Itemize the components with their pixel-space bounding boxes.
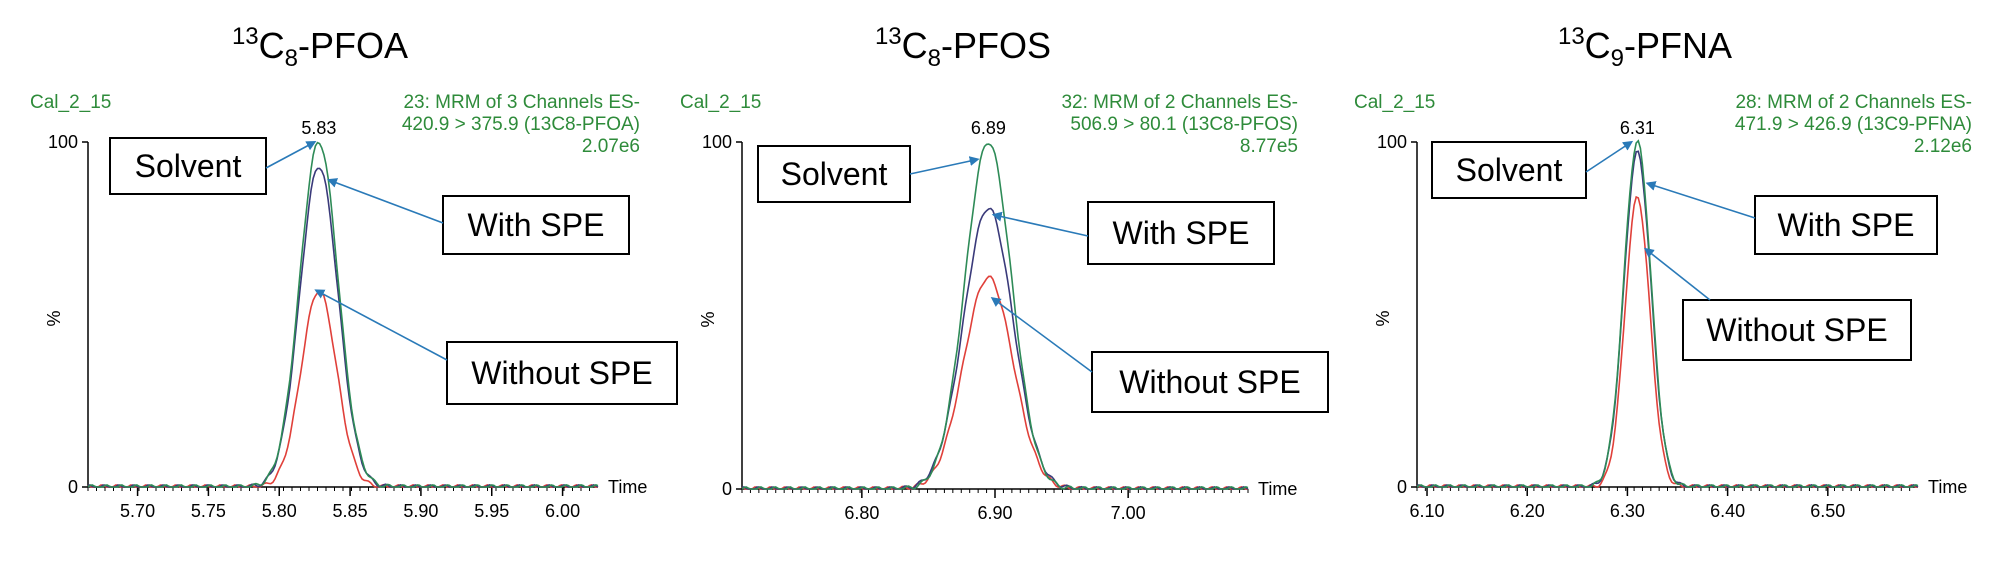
title-index: 8	[285, 45, 298, 72]
series-line-solvent	[1416, 139, 1919, 488]
callout-label: Without SPE	[471, 355, 652, 391]
x-tick-label: 5.70	[120, 501, 155, 521]
callout-solvent: Solvent	[757, 145, 980, 203]
y-axis-label: %	[1373, 310, 1393, 326]
callout-arrow	[909, 156, 980, 175]
callout-box	[1682, 299, 1912, 361]
callout-box	[1431, 141, 1587, 199]
callout-with-spe: With SPE	[1645, 181, 1938, 255]
callout-label: With SPE	[468, 207, 605, 243]
sample-label: Cal_2_15	[680, 92, 761, 113]
y-tick-label: 0	[68, 477, 78, 497]
title-compound: -PFOS	[941, 25, 1051, 66]
callout-box	[1091, 351, 1329, 413]
channel-info-line: 28: MRM of 2 Channels ES-	[1735, 92, 1972, 113]
callout-label: Solvent	[1456, 152, 1563, 188]
x-tick-label: 6.00	[545, 501, 580, 521]
x-axis-label: Time	[1258, 479, 1297, 499]
callout-box	[442, 195, 630, 255]
series-line-solvent	[741, 143, 1249, 490]
x-tick-label: 6.50	[1810, 501, 1845, 521]
callout-box	[446, 341, 678, 405]
title-index: 9	[1611, 45, 1624, 72]
channel-info-line: 506.9 > 80.1 (13C8-PFOS)	[1070, 114, 1298, 135]
callout-with-spe: With SPE	[991, 201, 1275, 265]
callout-arrow	[326, 178, 444, 224]
x-tick-label: 6.90	[977, 503, 1012, 523]
chart-panel: 13C8-PFOS Cal_2_15 32: MRM of 2 Channels E…	[680, 23, 1329, 523]
callout-without-spe: Without SPE	[314, 289, 678, 405]
channel-info-line: 23: MRM of 3 Channels ES-	[403, 92, 640, 113]
title-index: 8	[928, 45, 941, 72]
callout-arrow	[1643, 247, 1711, 301]
callout-label: Without SPE	[1706, 312, 1887, 348]
title-symbol: C	[259, 25, 285, 66]
callout-box	[109, 137, 267, 195]
chart-title: 13C9-PFNA	[1558, 23, 1732, 72]
x-tick-label: 5.95	[474, 501, 509, 521]
chart-panel: 13C9-PFNA Cal_2_15 28: MRM of 2 Channels E…	[1354, 23, 1972, 521]
callout-arrow	[990, 296, 1093, 373]
chart-title: 13C8-PFOS	[875, 23, 1051, 72]
x-tick-label: 5.75	[191, 501, 226, 521]
x-tick-label: 6.10	[1409, 501, 1444, 521]
channel-info-line: 8.77e5	[1240, 136, 1298, 157]
callout-box	[1754, 195, 1938, 255]
peak-time-label: 5.83	[301, 118, 336, 138]
y-tick-label: 0	[1397, 477, 1407, 497]
x-tick-label: 6.30	[1610, 501, 1645, 521]
title-symbol: C	[902, 25, 928, 66]
callout-arrow	[991, 211, 1089, 237]
y-axis-label: %	[698, 311, 718, 327]
x-tick-label: 5.80	[262, 501, 297, 521]
callout-arrow	[1645, 181, 1756, 219]
callout-label: Solvent	[781, 156, 888, 192]
channel-info-line: 2.12e6	[1914, 136, 1972, 157]
y-tick-label: 100	[1377, 132, 1407, 152]
callout-arrow	[1585, 140, 1634, 173]
title-isotope: 13	[232, 23, 259, 50]
callout-without-spe: Without SPE	[990, 296, 1329, 413]
title-symbol: C	[1585, 25, 1611, 66]
x-tick-label: 6.40	[1710, 501, 1745, 521]
channel-info-line: 2.07e6	[582, 136, 640, 157]
callout-label: Without SPE	[1119, 364, 1300, 400]
title-isotope: 13	[875, 23, 902, 50]
title-isotope: 13	[1558, 23, 1585, 50]
x-tick-label: 6.80	[844, 503, 879, 523]
channel-info-line: 471.9 > 426.9 (13C9-PFNA)	[1735, 114, 1972, 135]
callout-solvent: Solvent	[109, 137, 317, 195]
title-compound: -PFOA	[298, 25, 408, 66]
channel-info-line: 420.9 > 375.9 (13C8-PFOA)	[402, 114, 640, 135]
callout-label: With SPE	[1113, 215, 1250, 251]
callout-solvent: Solvent	[1431, 140, 1634, 199]
y-tick-label: 100	[702, 132, 732, 152]
y-tick-label: 0	[722, 479, 732, 499]
y-axis-label: %	[44, 310, 64, 326]
callout-label: Solvent	[135, 148, 242, 184]
chart-panel: 13C8-PFOA Cal_2_15 23: MRM of 3 Channels E…	[30, 23, 678, 521]
x-tick-label: 5.90	[403, 501, 438, 521]
series-line-solvent	[87, 141, 599, 488]
callout-label: With SPE	[1778, 207, 1915, 243]
callout-arrow	[265, 141, 317, 169]
x-tick-label: 7.00	[1111, 503, 1146, 523]
channel-info-line: 32: MRM of 2 Channels ES-	[1061, 92, 1298, 113]
x-axis-label: Time	[1928, 477, 1967, 497]
title-compound: -PFNA	[1624, 25, 1732, 66]
y-tick-label: 100	[48, 132, 78, 152]
peak-time-label: 6.89	[971, 118, 1006, 138]
x-tick-label: 5.85	[333, 501, 368, 521]
x-tick-label: 6.20	[1510, 501, 1545, 521]
callout-arrow	[314, 289, 448, 361]
callout-with-spe: With SPE	[326, 178, 630, 255]
callout-box	[1087, 201, 1275, 265]
x-axis-label: Time	[608, 477, 647, 497]
sample-label: Cal_2_15	[1354, 92, 1435, 113]
sample-label: Cal_2_15	[30, 92, 111, 113]
chart-title: 13C8-PFOA	[232, 23, 408, 72]
callout-without-spe: Without SPE	[1643, 247, 1912, 361]
peak-time-label: 6.31	[1620, 118, 1655, 138]
